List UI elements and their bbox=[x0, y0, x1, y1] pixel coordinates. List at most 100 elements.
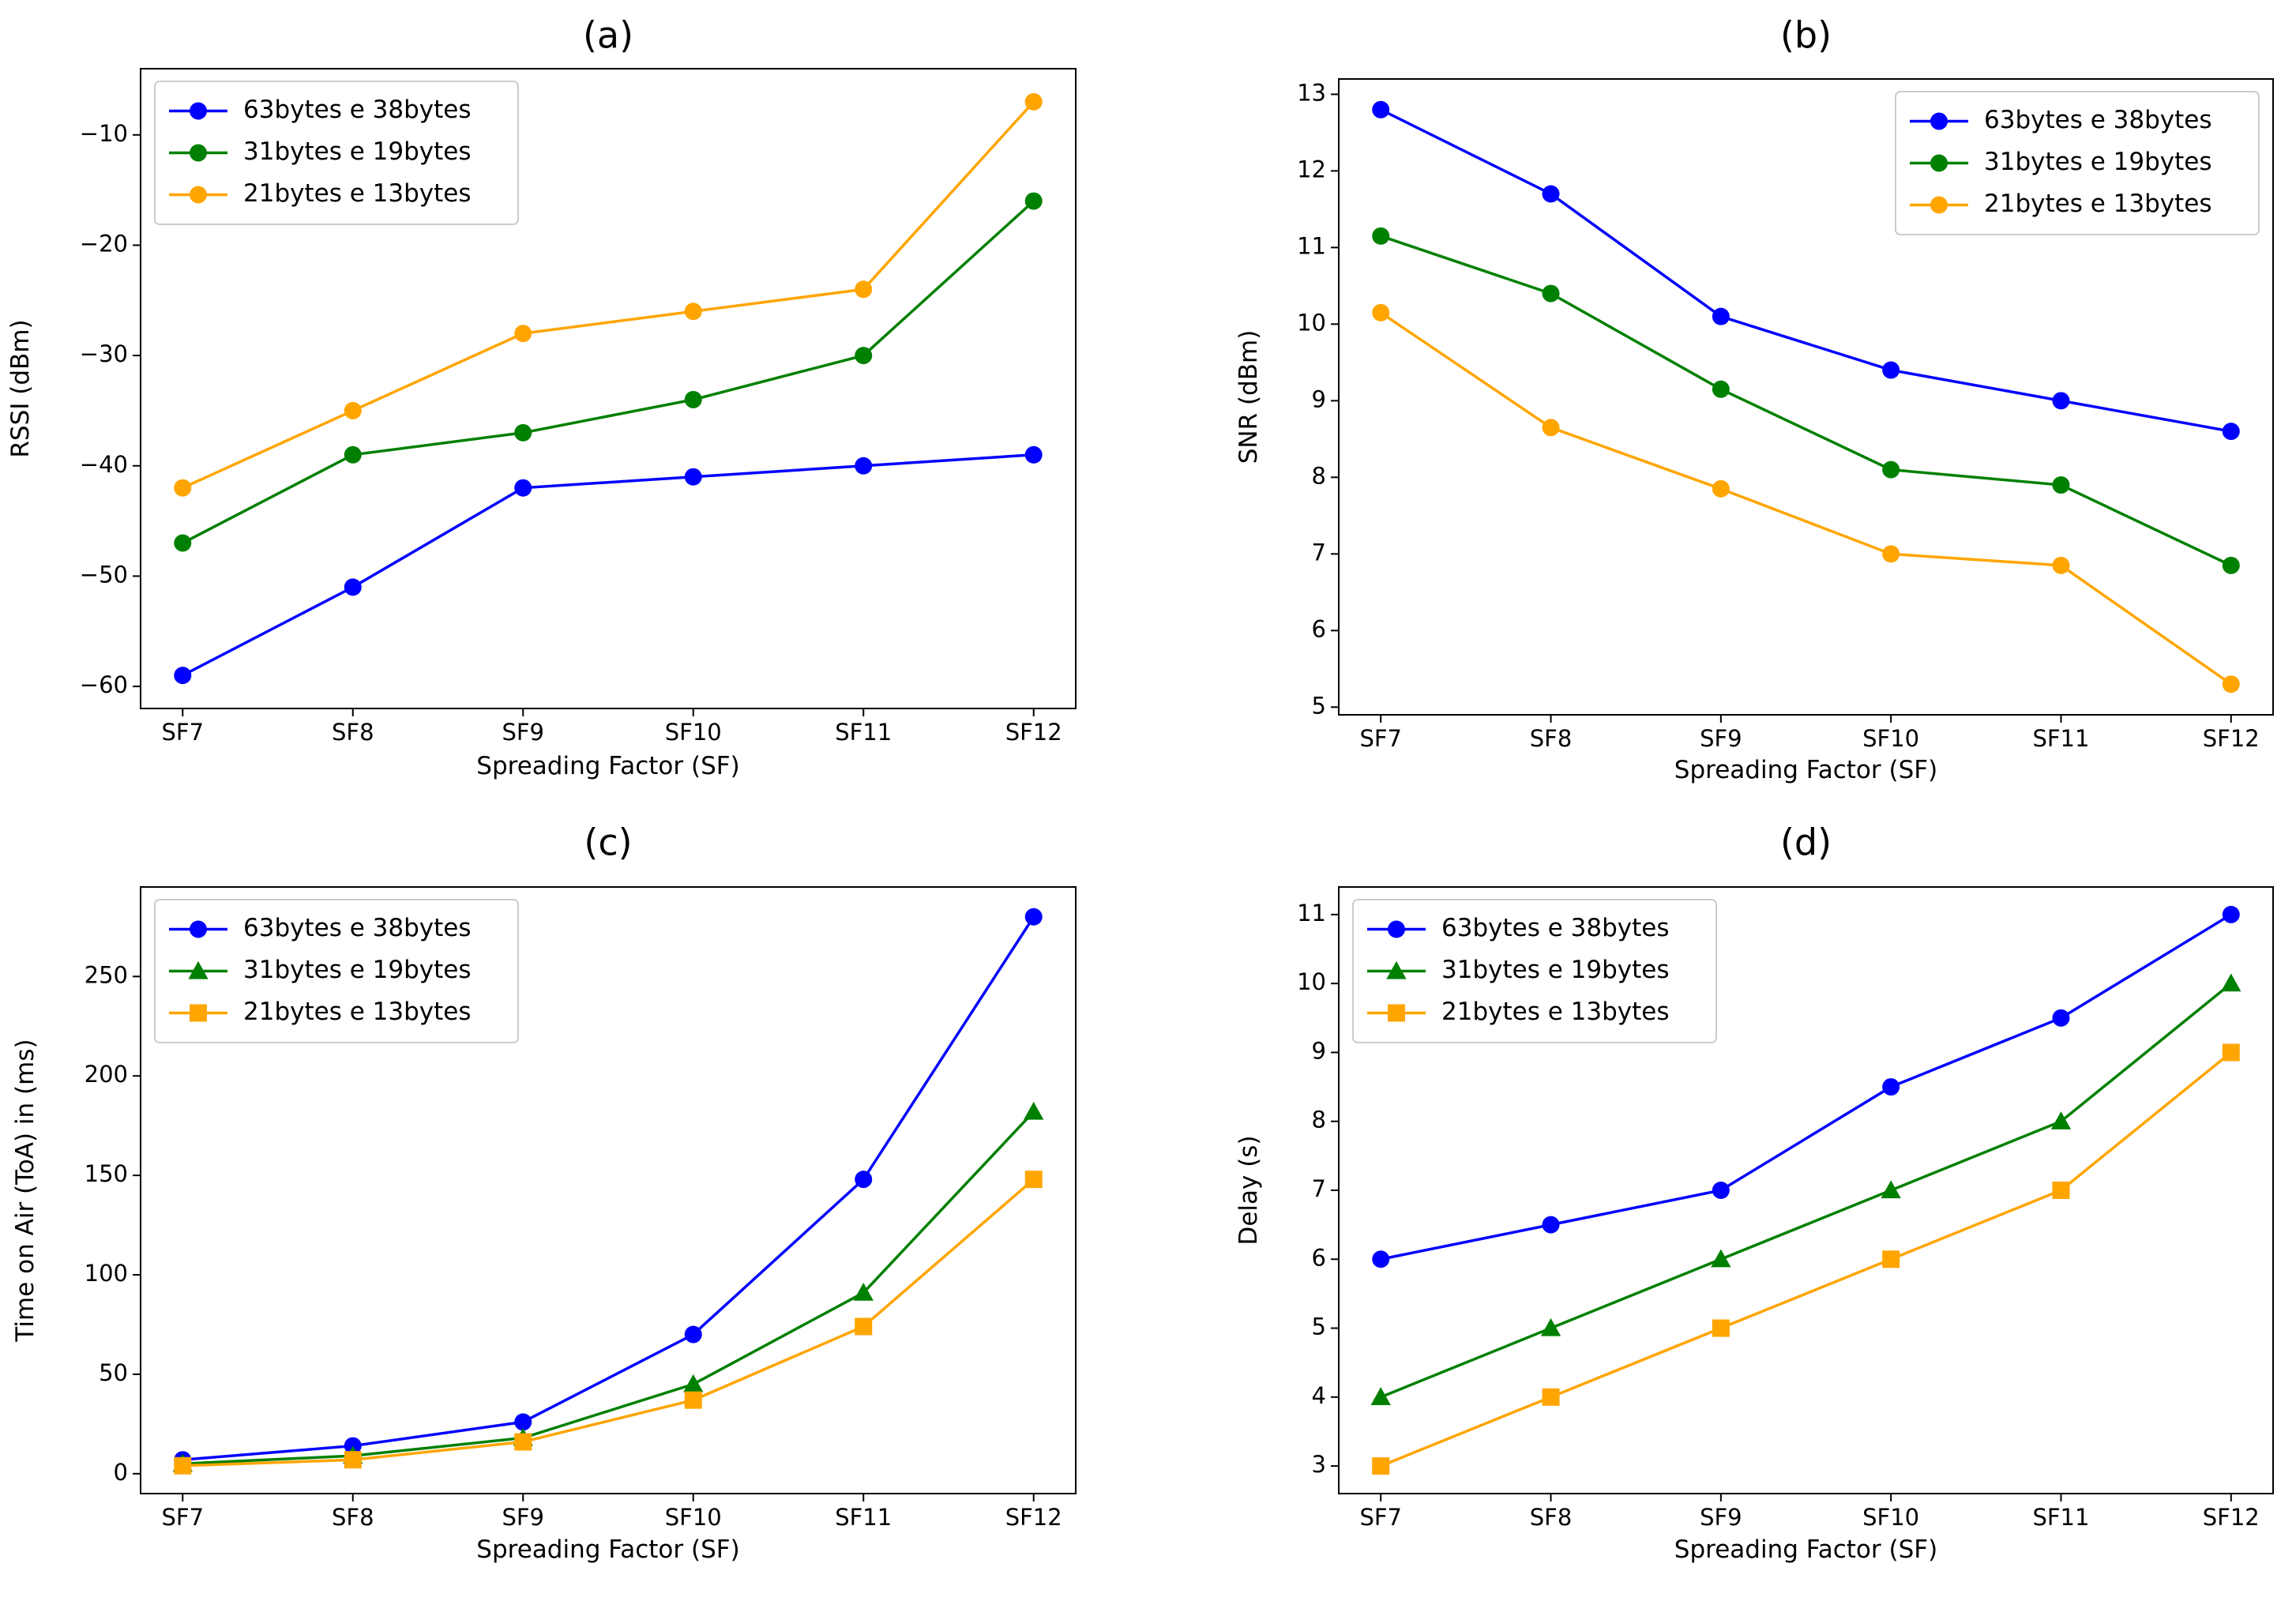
data-point bbox=[1712, 479, 1730, 498]
legend-label: 31bytes e 19bytes bbox=[1441, 956, 1669, 984]
legend: 63bytes e 38bytes 31bytes e 19bytes 21byte… bbox=[154, 899, 519, 1043]
data-point bbox=[855, 347, 873, 365]
y-axis-label: SNR (dBm) bbox=[1234, 330, 1263, 464]
series-line bbox=[182, 453, 1034, 677]
series-2 bbox=[172, 1101, 1044, 1472]
data-point bbox=[855, 457, 873, 475]
y-tick-label: 9 bbox=[1312, 385, 1326, 412]
chart-panel-a: (a) SF7 SF8 SF9 SF10 SF11 SF12 −60 −50 −40 −30 −20 −… bbox=[6, 14, 1077, 780]
chart-title: (a) bbox=[583, 14, 633, 57]
series-1 bbox=[1372, 905, 2240, 1268]
y-tick-label: −10 bbox=[80, 120, 128, 147]
x-tick-label: SF8 bbox=[1530, 1504, 1573, 1531]
chart-title: (b) bbox=[1780, 14, 1832, 57]
data-point bbox=[1711, 1249, 1731, 1268]
series-3 bbox=[174, 92, 1043, 497]
x-tick-label: SF11 bbox=[2032, 725, 2089, 752]
legend: 63bytes e 38bytes 31bytes e 19bytes 21byte… bbox=[154, 81, 519, 225]
legend-marker bbox=[1930, 112, 1948, 130]
data-point bbox=[174, 479, 192, 497]
series-1 bbox=[174, 445, 1043, 685]
legend-box bbox=[1352, 899, 1717, 1043]
y-tick-label: 10 bbox=[1297, 309, 1326, 336]
data-point bbox=[514, 1433, 532, 1451]
y-tick-label: 7 bbox=[1312, 1175, 1326, 1202]
chart-panel-b: (b) SF7 SF8 SF9 SF10 SF11 SF12 5 6 7 8 9 10 11 12 13 Spr… bbox=[1234, 14, 2274, 784]
x-tick-label: SF10 bbox=[1862, 725, 1919, 752]
data-point bbox=[1372, 227, 1390, 245]
data-point bbox=[2052, 476, 2070, 494]
data-point bbox=[1712, 1182, 1730, 1199]
data-point bbox=[2052, 1182, 2070, 1199]
series-3 bbox=[1372, 1043, 2240, 1475]
legend-marker bbox=[1930, 196, 1948, 214]
data-point bbox=[1372, 100, 1390, 118]
legend-label: 21bytes e 13bytes bbox=[243, 998, 471, 1026]
y-tick-label: 5 bbox=[1312, 1313, 1326, 1340]
y-tick-label: 250 bbox=[85, 961, 128, 988]
data-point bbox=[514, 479, 532, 497]
plot-frame bbox=[1338, 78, 2274, 716]
series-1 bbox=[1372, 100, 2240, 441]
series-line bbox=[1380, 311, 2232, 686]
data-point bbox=[1024, 92, 1043, 111]
data-point bbox=[683, 1374, 704, 1392]
legend-marker bbox=[190, 102, 207, 120]
data-point bbox=[684, 1391, 702, 1409]
x-tick-label: SF7 bbox=[1359, 725, 1402, 752]
x-axis-label: Spreading Factor (SF) bbox=[1674, 1535, 1937, 1564]
x-tick-label: SF8 bbox=[1530, 725, 1573, 752]
chart-panel-d: (d) SF7 SF8 SF9 SF10 SF11 SF12 3 4 5 6 7 8 9 10 11 Sprea… bbox=[1234, 821, 2274, 1564]
series-3 bbox=[1372, 303, 2240, 693]
series-3 bbox=[174, 1171, 1043, 1475]
x-tick-label: SF7 bbox=[162, 1504, 205, 1531]
legend: 63bytes e 38bytes 31bytes e 19bytes 21byte… bbox=[1352, 899, 1717, 1043]
y-tick-label: −20 bbox=[80, 230, 128, 257]
y-tick-label: 0 bbox=[114, 1459, 128, 1486]
x-tick-label: SF12 bbox=[2203, 725, 2260, 752]
y-tick-label: 8 bbox=[1312, 462, 1326, 489]
series-line bbox=[182, 915, 1035, 1461]
data-point bbox=[1882, 1250, 1900, 1268]
x-tick-label: SF12 bbox=[2203, 1504, 2260, 1531]
y-tick-label: 12 bbox=[1297, 156, 1326, 182]
data-point bbox=[514, 423, 532, 442]
y-tick-label: 4 bbox=[1312, 1382, 1326, 1409]
legend-marker bbox=[188, 960, 209, 979]
y-tick-label: 11 bbox=[1297, 232, 1326, 259]
legend-marker bbox=[1930, 154, 1948, 172]
data-point bbox=[174, 534, 192, 552]
legend-label: 63bytes e 38bytes bbox=[243, 914, 471, 942]
data-point bbox=[2052, 392, 2070, 410]
y-tick-label: −30 bbox=[80, 340, 128, 367]
data-point bbox=[1372, 1250, 1390, 1268]
legend: 63bytes e 38bytes 31bytes e 19bytes 21byte… bbox=[1895, 91, 2260, 235]
data-point bbox=[174, 1456, 192, 1475]
series-line bbox=[1380, 108, 2232, 433]
data-point bbox=[684, 468, 702, 486]
series-2 bbox=[1372, 227, 2240, 574]
chart-panel-c: (c) SF7 SF8 SF9 SF10 SF11 SF12 0 50 100 150 200 250 S… bbox=[11, 821, 1077, 1564]
data-point bbox=[1542, 185, 1560, 203]
data-point bbox=[2221, 973, 2242, 992]
series-line bbox=[182, 1111, 1035, 1465]
y-tick-label: 11 bbox=[1297, 900, 1326, 926]
y-tick-label: 50 bbox=[99, 1359, 128, 1386]
x-axis-label: Spreading Factor (SF) bbox=[476, 752, 739, 780]
data-point bbox=[1712, 1319, 1730, 1337]
series-line bbox=[1380, 1051, 2232, 1468]
series-line bbox=[1380, 982, 2232, 1399]
legend-marker bbox=[190, 144, 207, 162]
data-point bbox=[344, 578, 362, 596]
data-point bbox=[1881, 1180, 1901, 1199]
data-point bbox=[1882, 1078, 1900, 1096]
legend-label: 21bytes e 13bytes bbox=[1441, 998, 1669, 1026]
y-tick-label: 8 bbox=[1312, 1107, 1326, 1133]
chart-title: (d) bbox=[1780, 821, 1832, 864]
y-tick-label: −40 bbox=[80, 451, 128, 478]
data-point bbox=[1542, 419, 1560, 437]
x-tick-label: SF9 bbox=[1700, 725, 1742, 752]
data-point bbox=[1712, 307, 1730, 325]
y-tick-label: 5 bbox=[1312, 692, 1326, 719]
legend-marker bbox=[190, 920, 207, 938]
